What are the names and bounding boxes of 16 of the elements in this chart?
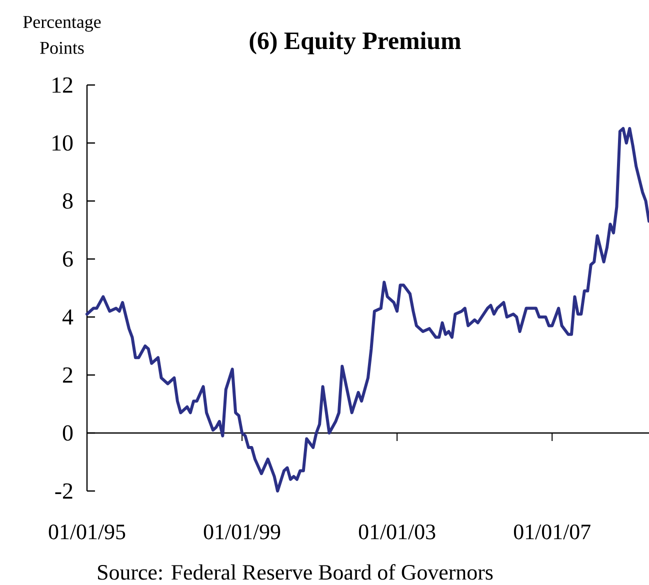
y-tick-label: 8 [62, 193, 73, 209]
y-tick-label: -2 [55, 483, 72, 499]
y-tick-label: 4 [62, 309, 74, 325]
y-tick-label: 2 [63, 367, 72, 383]
y-tick-label: 12 [52, 77, 72, 93]
x-tick-label: 01/01/07 [514, 524, 590, 540]
y-axis-title: Percentage Points [23, 16, 101, 54]
source-note: Source: Federal Reserve Board of Governors [98, 564, 493, 580]
x-tick-label: 01/01/99 [204, 524, 280, 540]
x-tick-label: 01/01/03 [358, 524, 436, 540]
line-series [86, 126, 649, 492]
y-tick-label: 0 [62, 425, 73, 441]
y-tick-label: 6 [63, 251, 73, 267]
chart-title: (6) Equity Premium [250, 32, 461, 54]
y-tick-label: 10 [52, 135, 73, 151]
x-tick-label: 01/01/95 [48, 524, 126, 540]
